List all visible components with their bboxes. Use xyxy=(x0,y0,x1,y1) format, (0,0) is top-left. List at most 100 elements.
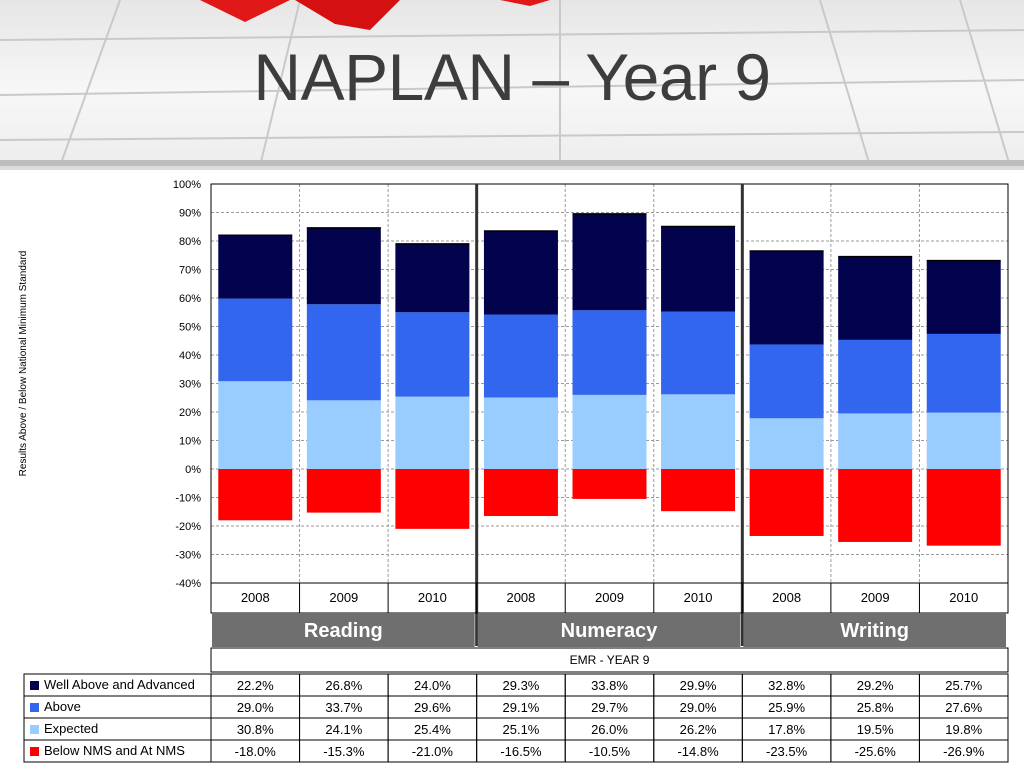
legend-swatch xyxy=(30,725,39,734)
y-tick-label: -30% xyxy=(175,550,201,562)
bar-segment xyxy=(306,304,381,401)
y-tick-label: 40% xyxy=(179,350,201,362)
data-label: 29.9% xyxy=(680,678,717,693)
data-label: 29.0% xyxy=(237,700,274,715)
legend-label: Well Above and Advanced xyxy=(44,677,195,692)
data-label: 26.2% xyxy=(680,722,717,737)
data-label: 24.1% xyxy=(325,722,362,737)
bar-segment xyxy=(838,339,913,414)
data-label: 29.7% xyxy=(591,700,628,715)
bar-segment xyxy=(661,394,736,469)
header-decoration xyxy=(0,0,1024,166)
y-axis-title: Results Above / Below National Minimum S… xyxy=(18,251,29,477)
data-label: -18.0% xyxy=(235,744,277,759)
bar-segment xyxy=(926,412,1001,469)
data-label: -26.9% xyxy=(943,744,985,759)
stacked-bar-chart: -40% -30% -20% -10% 0% 10% 20% 30% 40% 50% 60% 70% 8… xyxy=(0,166,1024,763)
bar-segment xyxy=(306,227,381,305)
bar-segment xyxy=(218,381,293,469)
category-label: 2009 xyxy=(861,590,890,605)
bar-segment xyxy=(572,213,647,311)
data-label: 25.9% xyxy=(768,700,805,715)
bar-segment-negative xyxy=(395,469,470,529)
y-tick-label: 20% xyxy=(179,407,201,419)
bar-segment xyxy=(395,396,470,469)
data-label: 19.8% xyxy=(945,722,982,737)
data-label: 30.8% xyxy=(237,722,274,737)
y-tick-label: -10% xyxy=(175,493,201,505)
data-label: 26.0% xyxy=(591,722,628,737)
y-tick-label: -20% xyxy=(175,521,201,533)
legend-swatch xyxy=(30,747,39,756)
category-label: 2008 xyxy=(772,590,801,605)
bar-segment xyxy=(926,333,1001,413)
bar-segment xyxy=(572,394,647,469)
category-label: 2010 xyxy=(684,590,713,605)
bar-segment xyxy=(218,235,293,299)
data-label: -16.5% xyxy=(500,744,542,759)
category-labels: 2008 2009 2010 2008 2009 2010 2008 2009 2010 xyxy=(210,582,1009,614)
group-band xyxy=(212,613,475,647)
data-label: 29.0% xyxy=(680,700,717,715)
y-tick-label: 30% xyxy=(179,379,201,391)
y-tick-label: 10% xyxy=(179,436,201,448)
legend-label: Below NMS and At NMS xyxy=(44,743,185,758)
bar-segment xyxy=(838,256,913,340)
group-band xyxy=(477,613,741,647)
bar-segment-negative xyxy=(306,469,381,513)
data-label: -14.8% xyxy=(677,744,719,759)
data-label: -21.0% xyxy=(412,744,454,759)
data-label: 25.4% xyxy=(414,722,451,737)
bar-segment-negative xyxy=(661,469,736,512)
category-label: 2009 xyxy=(329,590,358,605)
category-label: 2010 xyxy=(418,590,447,605)
bar-segment-negative xyxy=(572,469,647,499)
bar-segment xyxy=(483,314,558,398)
data-label: 32.8% xyxy=(768,678,805,693)
category-label: 2010 xyxy=(949,590,978,605)
slide-header: NAPLAN – Year 9 xyxy=(0,0,1024,166)
data-label: -10.5% xyxy=(589,744,631,759)
group-label: Writing xyxy=(840,620,909,642)
bar-segment xyxy=(395,243,470,313)
y-axis-ticks: -40% -30% -20% -10% 0% 10% 20% 30% 40% 50% 60% 70% 8… xyxy=(173,179,201,590)
table-cell xyxy=(918,739,1009,763)
y-tick-label: -40% xyxy=(175,578,201,590)
legend-swatch xyxy=(30,681,39,690)
y-tick-label: 60% xyxy=(179,293,201,305)
data-label: 24.0% xyxy=(414,678,451,693)
bar-segment xyxy=(749,344,824,419)
data-label: 29.2% xyxy=(857,678,894,693)
data-label: 33.7% xyxy=(325,700,362,715)
y-tick-label: 90% xyxy=(179,208,201,220)
data-label: -23.5% xyxy=(766,744,808,759)
group-label: Numeracy xyxy=(561,620,659,642)
legend-label: Expected xyxy=(44,721,98,736)
y-tick-label: 100% xyxy=(173,179,201,191)
y-tick-label: 70% xyxy=(179,265,201,277)
group-bands: Reading Numeracy Writing xyxy=(212,613,1006,647)
data-label: 19.5% xyxy=(857,722,894,737)
slide-title: NAPLAN – Year 9 xyxy=(253,40,771,114)
data-table: Well Above and Advanced 22.2% 26.8% 24.0% 29… xyxy=(23,647,1009,763)
bar-segment-negative xyxy=(838,469,913,542)
bar-segment xyxy=(661,311,736,395)
bar-segment xyxy=(218,298,293,382)
y-tick-label: 0% xyxy=(185,464,201,476)
data-label: 25.1% xyxy=(503,722,540,737)
category-label: 2008 xyxy=(506,590,535,605)
table-header-cell xyxy=(210,647,1009,673)
category-label: 2008 xyxy=(241,590,270,605)
data-label: 25.7% xyxy=(945,678,982,693)
data-label: 25.8% xyxy=(857,700,894,715)
bar-segment xyxy=(306,400,381,469)
data-label: 29.6% xyxy=(414,700,451,715)
bar-segment xyxy=(926,260,1001,334)
bar-segment xyxy=(749,250,824,345)
bar-segment xyxy=(661,226,736,312)
group-dividers xyxy=(475,184,744,646)
bar-segment-negative xyxy=(483,469,558,517)
data-label: 27.6% xyxy=(945,700,982,715)
data-label: 29.3% xyxy=(503,678,540,693)
group-band xyxy=(743,613,1006,647)
